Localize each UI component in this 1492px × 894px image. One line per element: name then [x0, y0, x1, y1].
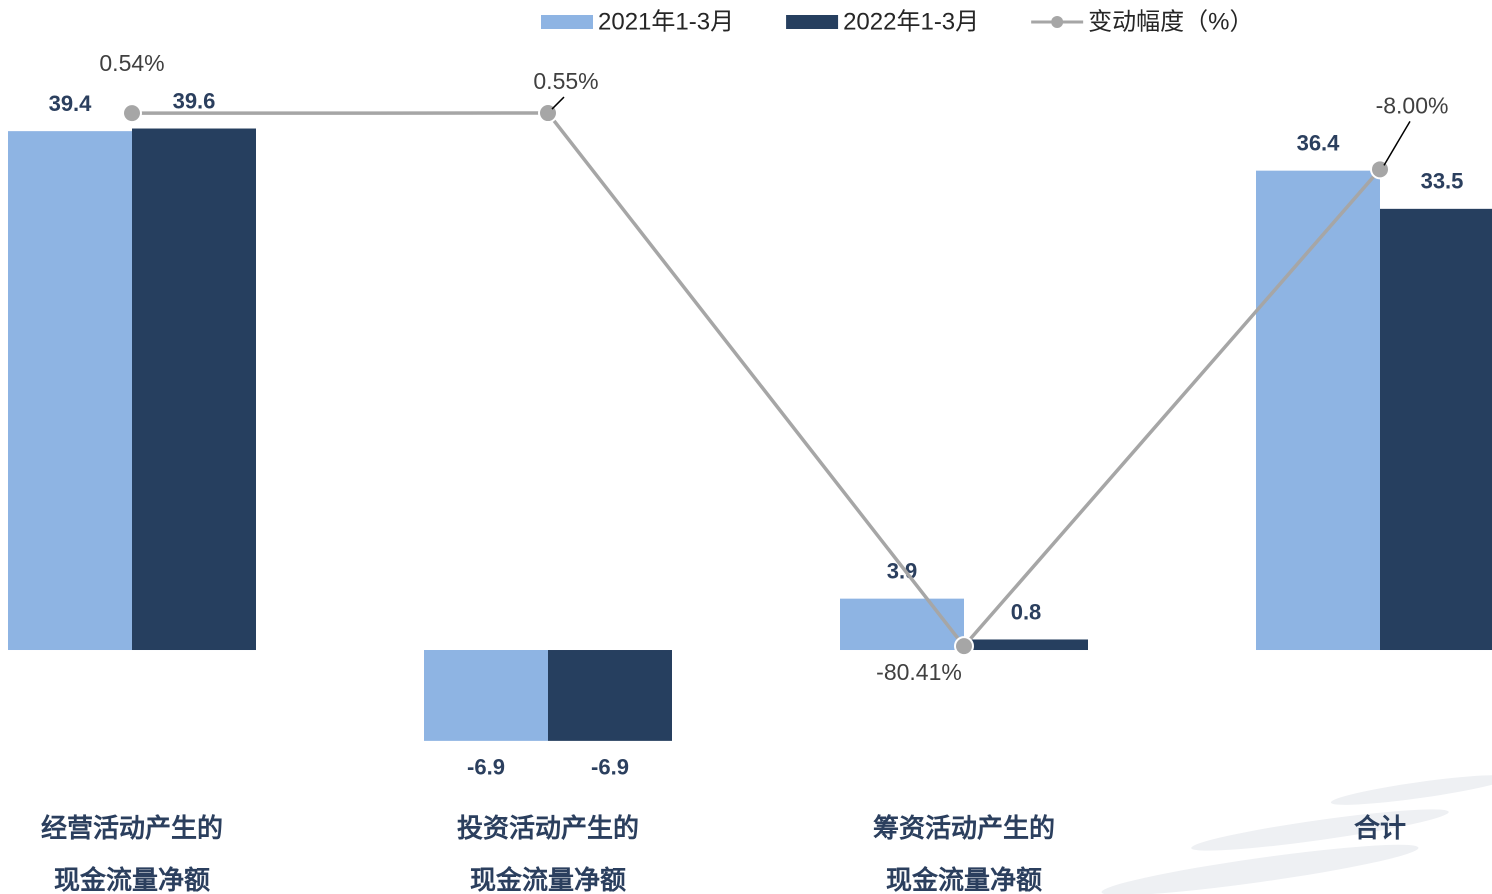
x-tick-label: 现金流量净额: [886, 865, 1042, 894]
decoration: [1101, 775, 1492, 894]
x-tick-label: 现金流量净额: [54, 865, 210, 894]
bar: [1380, 208, 1492, 651]
x-tick-label: 合计: [1354, 813, 1406, 843]
bar: [548, 650, 672, 741]
legend-swatch: [541, 15, 593, 29]
bar: [1256, 170, 1380, 651]
line-point: [1370, 159, 1390, 180]
data-label: 39.6: [173, 88, 216, 113]
bar: [964, 639, 1088, 651]
legend-swatch: [786, 15, 839, 29]
line-point: [122, 103, 142, 124]
line-point: [954, 636, 974, 657]
data-label: -6.9: [591, 755, 629, 780]
line-label: 0.55%: [533, 68, 598, 94]
line: [131, 111, 1382, 649]
bar: [132, 128, 256, 651]
line-label: -8.00%: [1376, 92, 1449, 118]
bar: [840, 598, 964, 651]
x-tick-label: 筹资活动产生的: [873, 813, 1055, 843]
leader-line: [1383, 120, 1411, 166]
leader-line: [551, 96, 565, 110]
x-tick-label: 经营活动产生的: [41, 813, 223, 843]
line-label: 0.54%: [99, 50, 164, 76]
line-label: -80.41%: [876, 659, 962, 685]
x-tick-label: 现金流量净额: [470, 865, 626, 894]
data-label: 33.5: [1421, 169, 1464, 194]
bar: [424, 650, 548, 741]
data-label: 0.8: [1011, 599, 1042, 624]
legend-label: 2022年1-3月: [843, 8, 979, 35]
data-label: 36.4: [1297, 130, 1341, 155]
bar: [8, 131, 132, 651]
legend-swatch: [1051, 16, 1064, 28]
data-label: -6.9: [467, 755, 505, 780]
x-tick-label: 投资活动产生的: [457, 813, 639, 843]
legend-label: 2021年1-3月: [598, 8, 734, 35]
data-label: 39.4: [49, 91, 93, 116]
legend-label: 变动幅度（%）: [1088, 8, 1253, 35]
